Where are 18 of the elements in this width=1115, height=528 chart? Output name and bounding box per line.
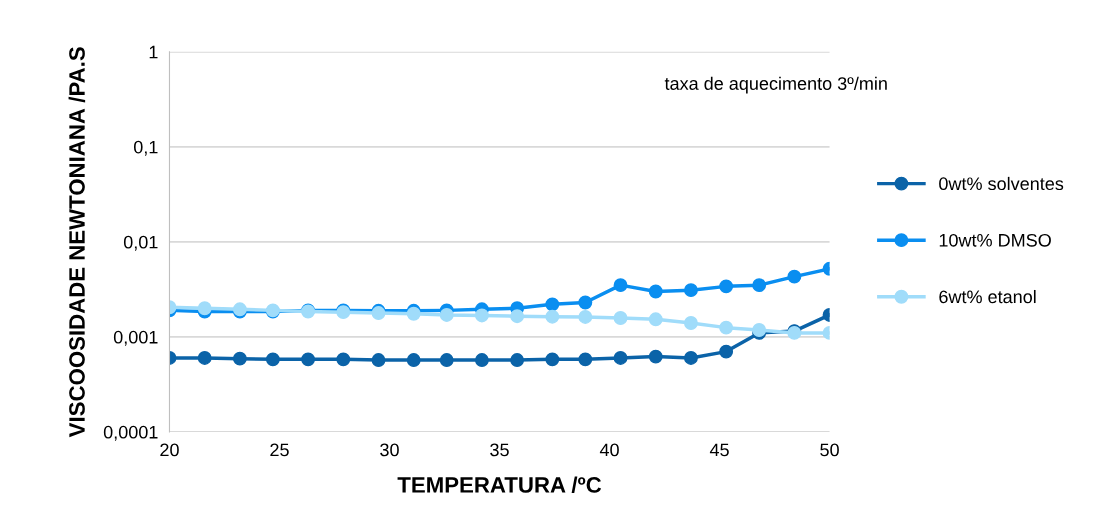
x-tick-label: 20 bbox=[160, 443, 179, 457]
x-tick-label: 25 bbox=[270, 443, 289, 457]
y-tick-label: 1 bbox=[149, 45, 158, 59]
annotation: taxa de aquecimento 3º/min bbox=[664, 76, 887, 94]
y-axis-title: VISCOOSIDADE NEWTONIANA /PA.S bbox=[68, 47, 86, 438]
y-tick-label: 0,1 bbox=[133, 140, 158, 156]
legend-label: 10wt% DMSO bbox=[939, 233, 1051, 247]
x-tick-label: 40 bbox=[599, 443, 619, 457]
x-tick-label: 30 bbox=[380, 443, 399, 457]
y-tick-label: 0,0001 bbox=[103, 425, 158, 441]
y-tick-label: 0,01 bbox=[123, 235, 158, 251]
x-tick-label: 45 bbox=[709, 443, 729, 457]
y-tick-label: 0,001 bbox=[113, 330, 158, 346]
x-tick-label: 35 bbox=[490, 443, 509, 457]
legend-label: 6wt% etanol bbox=[939, 289, 1036, 304]
legend-label: 0wt% solventes bbox=[939, 176, 1064, 191]
x-axis-title: TEMPERATURA /ºC bbox=[397, 476, 602, 494]
x-tick-label: 50 bbox=[820, 443, 839, 457]
